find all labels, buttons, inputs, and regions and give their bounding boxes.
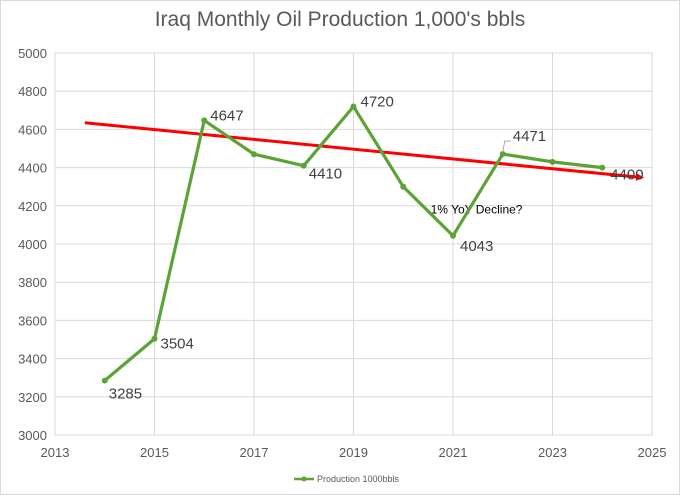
data-label-2022: 4471	[513, 128, 546, 145]
data-label-2024: 4400	[610, 167, 643, 184]
leader-line-2022	[502, 140, 511, 153]
y-tick-label-3800: 3800	[18, 275, 47, 290]
data-labels: 3285 3504 4647 4410 4720 4043 4471 4400	[109, 93, 644, 402]
legend: Production 1000bbls	[294, 474, 400, 484]
y-tick-label-3400: 3400	[18, 352, 47, 367]
series-production	[101, 103, 606, 384]
data-label-2015: 3504	[161, 336, 194, 353]
data-point-2016	[201, 117, 208, 124]
y-tick-label-3600: 3600	[18, 313, 47, 328]
y-tick-label-4400: 4400	[18, 161, 47, 176]
data-point-2021	[450, 232, 456, 239]
tick-labels: 3000 3200 3400 3600 3800 4000 4200 4400 4600 4800…	[18, 46, 666, 460]
y-tick-label-4000: 4000	[18, 237, 47, 252]
y-tick-label-5000: 5000	[18, 46, 47, 61]
data-label-2019: 4720	[361, 93, 394, 110]
y-tick-label-3200: 3200	[18, 390, 47, 405]
data-point-2015	[151, 335, 158, 342]
y-tick-label-4800: 4800	[18, 84, 47, 99]
chart-title: Iraq Monthly Oil Production 1,000's bbls	[154, 8, 526, 31]
trendline-arrow	[84, 121, 645, 181]
data-label-2014: 3285	[109, 386, 142, 403]
data-point-2023	[549, 158, 556, 165]
data-point-2019	[350, 103, 357, 110]
grid	[54, 52, 653, 436]
legend-swatch-marker	[301, 476, 307, 482]
x-tick-label-2019: 2019	[339, 445, 368, 460]
x-tick-label-2015: 2015	[140, 445, 169, 460]
data-point-2014	[101, 377, 108, 384]
data-point-2022	[499, 151, 506, 158]
data-label-2021: 4043	[460, 238, 493, 255]
trendline: 1% YoY Decline?	[84, 121, 645, 216]
x-tick-label-2017: 2017	[240, 445, 269, 460]
x-tick-label-2023: 2023	[538, 445, 567, 460]
data-point-2017	[251, 151, 257, 158]
data-label-2016: 4647	[210, 107, 243, 124]
data-point-2020	[400, 183, 407, 190]
legend-label: Production 1000bbls	[317, 474, 400, 484]
data-label-2018: 4410	[309, 166, 342, 183]
y-tick-label-4200: 4200	[18, 199, 47, 214]
x-tick-label-2021: 2021	[439, 445, 468, 460]
trendline-annotation: 1% YoY Decline?	[431, 202, 523, 216]
data-point-2018	[300, 162, 307, 169]
y-tick-label-4600: 4600	[18, 122, 47, 137]
x-tick-label-2013: 2013	[41, 445, 70, 460]
data-point-2024	[599, 164, 606, 171]
x-tick-label-2025: 2025	[638, 445, 667, 460]
y-tick-label-3000: 3000	[18, 428, 47, 443]
